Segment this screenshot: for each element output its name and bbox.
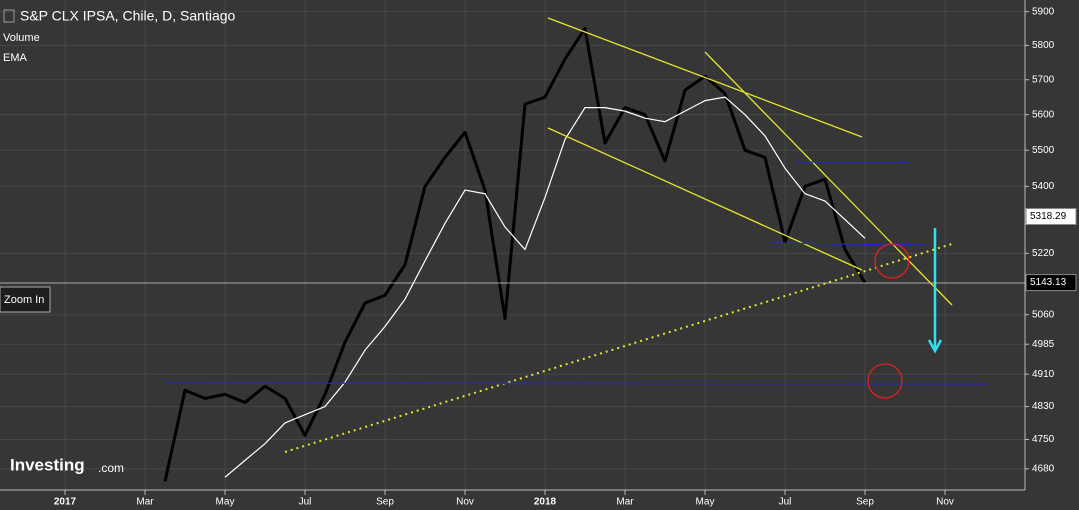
x-tick-label: Mar [136, 497, 154, 508]
x-tick-label: Nov [936, 497, 954, 508]
marker-circle [874, 243, 910, 279]
y-tick-label: 4750 [1032, 434, 1055, 445]
support-line [164, 382, 988, 385]
logo: Investing [10, 455, 85, 474]
marker-circle [867, 363, 903, 399]
y-tick-label: 4985 [1032, 339, 1055, 350]
y-tick-label: 4830 [1032, 401, 1055, 412]
support-line [771, 242, 926, 246]
x-tick-label: 2018 [534, 497, 557, 508]
y-tick-label: 4680 [1032, 463, 1055, 474]
indicator: Volume [3, 32, 40, 44]
zoom-button[interactable] [0, 286, 51, 313]
drawings [164, 17, 988, 453]
zoom-label[interactable]: Zoom In [4, 294, 44, 306]
y-tick-label: 5220 [1032, 248, 1055, 259]
price-label-box [1025, 208, 1077, 226]
y-tick-label: 4910 [1032, 369, 1055, 380]
trend-line [704, 51, 953, 306]
trend-line [547, 17, 863, 138]
grid [0, 0, 1025, 490]
arrow-head [927, 339, 943, 354]
axes: 5900 5800 5700 5600 5500 5400 5220 5060 4985 4910… [54, 6, 1077, 508]
plot [163, 26, 867, 482]
price-label: 5143.13 [1030, 277, 1067, 288]
y-tick-label: 5900 [1032, 6, 1055, 17]
x-tick-label: Nov [456, 497, 474, 508]
x-tick-label: Jul [779, 497, 792, 508]
y-tick-label: 5700 [1032, 74, 1055, 85]
trend-line [547, 127, 863, 271]
x-tick-label: Sep [856, 497, 874, 508]
chart-title: S&P CLX IPSA, Chile, D, Santiago [20, 8, 236, 24]
price-label: 5318.29 [1030, 211, 1067, 222]
y-tick-label: 5400 [1032, 181, 1055, 192]
x-tick-label: Mar [616, 497, 634, 508]
x-tick-label: May [216, 497, 235, 508]
indicator: EMA [3, 52, 28, 64]
ema-line [224, 96, 866, 478]
y-tick-label: 5060 [1032, 309, 1055, 320]
logo-suffix: .com [98, 461, 124, 475]
x-tick-label: Sep [376, 497, 394, 508]
price-label-box [1025, 274, 1077, 292]
y-tick-label: 5600 [1032, 109, 1055, 120]
price-line [163, 26, 867, 482]
x-tick-label: May [696, 497, 715, 508]
y-tick-label: 5500 [1032, 145, 1055, 156]
x-tick-label: 2017 [54, 497, 77, 508]
y-tick-label: 5800 [1032, 40, 1055, 51]
x-tick-label: Jul [299, 497, 312, 508]
icon [3, 9, 15, 23]
